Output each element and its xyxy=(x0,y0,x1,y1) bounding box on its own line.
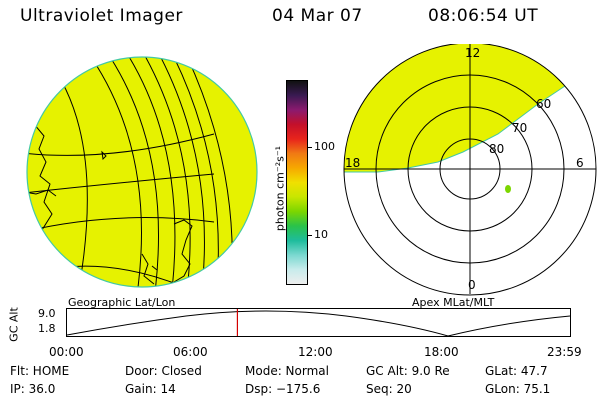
right-panel-label: Apex MLat/MLT xyxy=(412,296,495,309)
timeline-xtick-2359: 23:59 xyxy=(547,345,582,359)
ip-value: IP: 36.0 xyxy=(10,382,56,396)
gc-altitude: GC Alt: 9.0 Re xyxy=(366,364,450,378)
mlat-label-80: 80 xyxy=(489,142,505,156)
time-label: 08:06:54 UT xyxy=(428,6,539,26)
colorbar xyxy=(286,80,308,285)
date-label: 04 Mar 07 xyxy=(272,6,363,26)
timeline-ytick-top: 9.0 xyxy=(38,307,56,320)
colorbar-unit-label: photon cm⁻²s⁻¹ xyxy=(273,145,287,232)
mlt-label-12: 12 xyxy=(465,46,481,60)
left-panel-label: Geographic Lat/Lon xyxy=(68,296,176,309)
colorbar-label-10: 10 xyxy=(314,228,328,241)
mlt-label-18: 18 xyxy=(345,156,361,170)
timeline-frame xyxy=(66,308,571,337)
timeline-xtick-1800: 18:00 xyxy=(424,345,459,359)
colorbar-tick-100 xyxy=(307,147,312,148)
magnetic-polar-panel xyxy=(343,44,597,296)
colorbar-label-100: 100 xyxy=(314,140,335,153)
sequence-number: Seq: 20 xyxy=(366,382,412,396)
colorbar-gradient xyxy=(287,81,307,284)
auroral-spot xyxy=(505,185,511,193)
altitude-curve xyxy=(66,310,571,337)
timeline-axis-label: GC Alt xyxy=(7,307,21,342)
earth-limb xyxy=(26,56,258,288)
timeline-xtick-1200: 12:00 xyxy=(298,345,333,359)
instrument-title: Ultraviolet Imager xyxy=(20,6,183,26)
timeline-plot xyxy=(66,308,571,337)
colorbar-tick-10 xyxy=(307,235,312,236)
geo-longitude: GLon: 75.1 xyxy=(485,382,551,396)
dsp-value: Dsp: −175.6 xyxy=(245,382,321,396)
mlt-label-6: 6 xyxy=(576,156,584,170)
geographic-map-panel xyxy=(26,56,258,288)
mlat-label-70: 70 xyxy=(512,121,528,135)
geo-latitude: GLat: 47.7 xyxy=(485,364,548,378)
door-status: Door: Closed xyxy=(125,364,202,378)
auroral-disk xyxy=(27,57,257,287)
timeline-xtick-0600: 06:00 xyxy=(173,345,208,359)
timeline-xtick-0000: 00:00 xyxy=(49,345,84,359)
timeline-ytick-bottom: 1.8 xyxy=(38,322,56,335)
mlt-label-0: 0 xyxy=(468,278,476,292)
mode-status: Mode: Normal xyxy=(245,364,329,378)
flight-mode: Flt: HOME xyxy=(10,364,70,378)
gain-value: Gain: 14 xyxy=(125,382,176,396)
mlat-label-60: 60 xyxy=(536,97,552,111)
